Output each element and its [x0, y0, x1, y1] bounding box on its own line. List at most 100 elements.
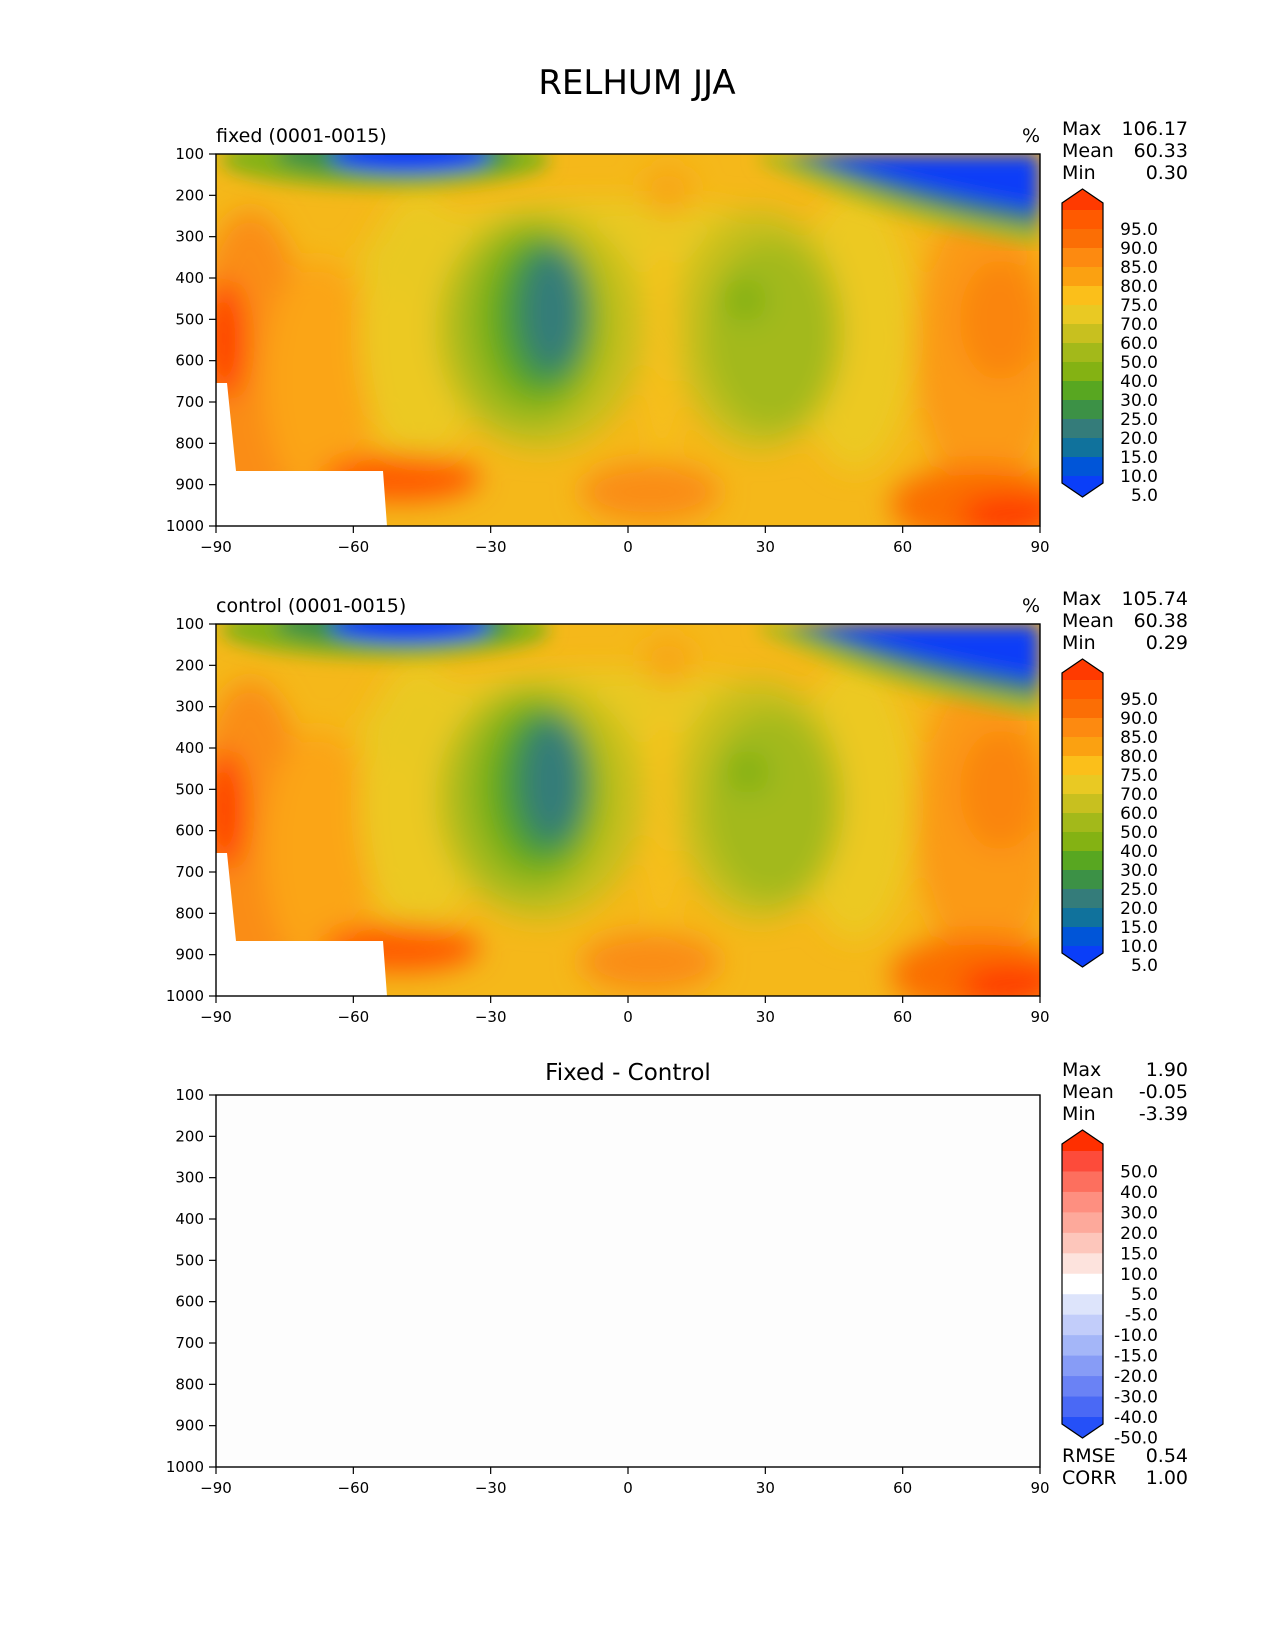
- y-tick-label: 300: [175, 698, 204, 716]
- stat-mean-label: Mean: [1062, 1081, 1114, 1103]
- colorbar-outline: [1061, 188, 1104, 498]
- stat-min-value: 0.29: [1146, 632, 1188, 654]
- stats-difference: Max 1.90 Mean -0.05 Min -3.39: [1062, 1059, 1188, 1125]
- stat-min-value: -3.39: [1139, 1103, 1188, 1125]
- y-tick-label: 700: [175, 863, 204, 881]
- x-tick-label: −90: [200, 1479, 232, 1497]
- y-tick-label: 700: [175, 1334, 204, 1352]
- y-tick-label: 600: [175, 1293, 204, 1311]
- x-tick-label: 60: [893, 538, 912, 556]
- colorbar-extend-min: [1062, 946, 1103, 967]
- y-tick-label: 1000: [166, 987, 204, 1005]
- colorbar-segment: [1062, 699, 1103, 719]
- y-tick-label: 600: [175, 822, 204, 840]
- colorbar-segment: [1062, 229, 1103, 249]
- colorbar-label: -50.0: [1114, 1428, 1158, 1448]
- stat-min-label: Min: [1062, 632, 1096, 654]
- colorbar-label: -15.0: [1114, 1347, 1158, 1367]
- stat-mean-label: Mean: [1062, 610, 1114, 632]
- x-tick-label: 30: [756, 1008, 775, 1026]
- colorbar-label: 10.0: [1120, 937, 1158, 957]
- colorbar-label: -10.0: [1114, 1326, 1158, 1346]
- colorbar-label: 80.0: [1120, 277, 1158, 297]
- x-tick-label: 0: [623, 1479, 633, 1497]
- colorbar-label: 10.0: [1120, 467, 1158, 487]
- figure-title: RELHUM JJA: [538, 63, 735, 103]
- stat-min-label: Min: [1062, 1103, 1096, 1125]
- y-tick-label: 400: [175, 269, 204, 287]
- y-tick-label: 500: [175, 310, 204, 328]
- x-tick-label: −60: [338, 1008, 370, 1026]
- colorbar-label: 30.0: [1120, 391, 1158, 411]
- y-tick-label: 800: [175, 1375, 204, 1393]
- colorbar-segment: [1062, 1253, 1103, 1275]
- stat-max-label: Max: [1062, 588, 1101, 610]
- x-tick-label: −30: [475, 538, 507, 556]
- colorbar-segment: [1062, 1335, 1103, 1357]
- x-tick-label: −60: [338, 1479, 370, 1497]
- metric-rmse-label: RMSE: [1062, 1445, 1116, 1467]
- panel-title-difference: Fixed - Control: [545, 1060, 711, 1086]
- metrics-difference: RMSE 0.54 CORR 1.00: [1062, 1445, 1188, 1489]
- y-tick-label: 300: [175, 1169, 204, 1187]
- colorbar-label: 50.0: [1120, 823, 1158, 843]
- colorbar-label: 5.0: [1131, 486, 1158, 506]
- stat-max-value: 105.74: [1122, 588, 1188, 610]
- y-tick-label: 500: [175, 1251, 204, 1269]
- colorbar-segment: [1062, 908, 1103, 928]
- colorbar-segment: [1062, 756, 1103, 776]
- stats-fixed: Max 106.17 Mean 60.33 Min 0.30: [1062, 118, 1188, 184]
- colorbar-outline: [1061, 1129, 1104, 1439]
- stat-mean-value: 60.38: [1134, 610, 1188, 632]
- colorbar-extend-max: [1062, 1130, 1103, 1151]
- y-tick-label: 100: [175, 1086, 204, 1104]
- y-tick-label: 400: [175, 1210, 204, 1228]
- x-tick-label: −90: [200, 1008, 232, 1026]
- y-tick-label: 900: [175, 946, 204, 964]
- colorbar-label: 5.0: [1131, 1285, 1158, 1305]
- colorbar-segment: [1062, 305, 1103, 325]
- panel-fixed: fixed (0001-0015) %: [166, 118, 1188, 556]
- units-label-fixed: %: [1022, 125, 1040, 147]
- colorbar-label: 60.0: [1120, 334, 1158, 354]
- colorbar-label: 15.0: [1120, 448, 1158, 468]
- colorbar-segment: [1062, 381, 1103, 401]
- y-tick-label: 400: [175, 739, 204, 757]
- colorbar-label: 95.0: [1120, 690, 1158, 710]
- colorbar-segment: [1062, 400, 1103, 420]
- x-tick-label: 90: [1030, 538, 1049, 556]
- colorbar-label: 70.0: [1120, 315, 1158, 335]
- colorbar-segment: [1062, 324, 1103, 344]
- panel-title-fixed: fixed (0001-0015): [216, 125, 387, 147]
- colorbar-segment: [1062, 210, 1103, 230]
- colorbar-segment: [1062, 813, 1103, 833]
- y-tick-label: 300: [175, 228, 204, 246]
- x-axis-difference: −90 −60 −30 0 30 60 90: [200, 1467, 1050, 1497]
- colorbar-label: 20.0: [1120, 1224, 1158, 1244]
- x-tick-label: −30: [475, 1008, 507, 1026]
- colorbar-label: 10.0: [1120, 1265, 1158, 1285]
- colorbar-segment: [1062, 248, 1103, 268]
- metric-corr-label: CORR: [1062, 1467, 1117, 1489]
- colorbar-label: -40.0: [1114, 1408, 1158, 1428]
- stat-max-value: 1.90: [1146, 1059, 1188, 1081]
- colorbar-label: 70.0: [1120, 785, 1158, 805]
- colorbar-segment: [1062, 832, 1103, 852]
- colorbar-label: 75.0: [1120, 296, 1158, 316]
- y-tick-label: 200: [175, 656, 204, 674]
- colorbar-label: 25.0: [1120, 410, 1158, 430]
- y-axis-fixed: 100 200 300 400 500 600 700 800 900 1000: [166, 145, 216, 535]
- colorbar-label: 60.0: [1120, 804, 1158, 824]
- metric-rmse-value: 0.54: [1146, 1445, 1188, 1467]
- y-tick-label: 100: [175, 615, 204, 633]
- colorbar-label: 40.0: [1120, 372, 1158, 392]
- x-tick-label: 90: [1030, 1479, 1049, 1497]
- stat-mean-label: Mean: [1062, 140, 1114, 162]
- stat-max-label: Max: [1062, 1059, 1101, 1081]
- colorbar-segment: [1062, 343, 1103, 363]
- y-tick-label: 500: [175, 780, 204, 798]
- stat-mean-value: 60.33: [1134, 140, 1188, 162]
- colorbar-label: 40.0: [1120, 1183, 1158, 1203]
- y-axis-difference: 100 200 300 400 500 600 700 800 900 1000: [166, 1086, 216, 1476]
